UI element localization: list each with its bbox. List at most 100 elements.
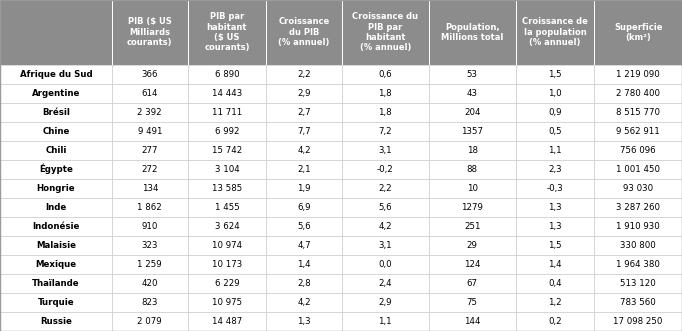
Bar: [516, 217, 594, 236]
Bar: [516, 274, 594, 293]
Text: 1,8: 1,8: [379, 89, 392, 98]
Bar: [594, 65, 682, 84]
Text: 1357: 1357: [461, 127, 483, 136]
Text: 4,2: 4,2: [379, 222, 392, 231]
Text: 251: 251: [464, 222, 480, 231]
Bar: [0, 179, 112, 198]
Text: Croissance du
PIB par
habitant
(% annuel): Croissance du PIB par habitant (% annuel…: [352, 12, 418, 52]
Bar: [516, 160, 594, 179]
Bar: [0, 122, 112, 141]
Bar: [516, 293, 594, 312]
Text: PIB ($ US
Milliards
courants): PIB ($ US Milliards courants): [127, 17, 173, 47]
Text: 0,6: 0,6: [379, 70, 392, 78]
Text: 2,7: 2,7: [297, 108, 311, 117]
Bar: [342, 0, 429, 65]
Text: 3,1: 3,1: [379, 241, 392, 250]
Bar: [0, 274, 112, 293]
Text: 1 910 930: 1 910 930: [617, 222, 660, 231]
Bar: [429, 103, 516, 122]
Text: 11 711: 11 711: [212, 108, 242, 117]
Bar: [594, 293, 682, 312]
Text: 1,1: 1,1: [379, 317, 392, 326]
Text: Chili: Chili: [45, 146, 67, 155]
Bar: [342, 179, 429, 198]
Text: 756 096: 756 096: [621, 146, 656, 155]
Bar: [266, 236, 342, 255]
Bar: [188, 84, 266, 103]
Bar: [594, 141, 682, 160]
Text: Inde: Inde: [46, 203, 67, 212]
Bar: [516, 255, 594, 274]
Text: 6 992: 6 992: [215, 127, 239, 136]
Bar: [516, 198, 594, 217]
Bar: [266, 198, 342, 217]
Bar: [429, 312, 516, 331]
Bar: [594, 103, 682, 122]
Bar: [516, 65, 594, 84]
Bar: [516, 122, 594, 141]
Text: 0,9: 0,9: [548, 108, 562, 117]
Bar: [266, 141, 342, 160]
Text: 10 173: 10 173: [212, 260, 242, 269]
Bar: [0, 141, 112, 160]
Text: Chine: Chine: [42, 127, 70, 136]
Bar: [516, 84, 594, 103]
Bar: [516, 103, 594, 122]
Bar: [342, 255, 429, 274]
Bar: [429, 122, 516, 141]
Text: 1 862: 1 862: [137, 203, 162, 212]
Bar: [266, 103, 342, 122]
Text: 7,2: 7,2: [379, 127, 392, 136]
Text: 4,2: 4,2: [297, 146, 311, 155]
Bar: [112, 274, 188, 293]
Bar: [429, 160, 516, 179]
Bar: [516, 141, 594, 160]
Text: 9 491: 9 491: [138, 127, 162, 136]
Text: 6 890: 6 890: [215, 70, 239, 78]
Bar: [516, 312, 594, 331]
Bar: [342, 84, 429, 103]
Bar: [594, 84, 682, 103]
Text: 2,8: 2,8: [297, 279, 311, 288]
Bar: [342, 274, 429, 293]
Text: 134: 134: [142, 184, 158, 193]
Bar: [594, 122, 682, 141]
Bar: [0, 65, 112, 84]
Bar: [342, 160, 429, 179]
Text: 2,4: 2,4: [379, 279, 392, 288]
Bar: [516, 236, 594, 255]
Text: 3 287 260: 3 287 260: [616, 203, 660, 212]
Text: 15 742: 15 742: [212, 146, 242, 155]
Text: 3,1: 3,1: [379, 146, 392, 155]
Text: 2,9: 2,9: [379, 298, 392, 307]
Text: 1,3: 1,3: [548, 203, 562, 212]
Bar: [188, 0, 266, 65]
Bar: [0, 0, 112, 65]
Text: 2,2: 2,2: [297, 70, 311, 78]
Bar: [188, 160, 266, 179]
Bar: [266, 0, 342, 65]
Text: 14 487: 14 487: [212, 317, 242, 326]
Text: 14 443: 14 443: [212, 89, 242, 98]
Text: 8 515 770: 8 515 770: [616, 108, 660, 117]
Bar: [188, 236, 266, 255]
Text: 420: 420: [142, 279, 158, 288]
Text: 366: 366: [142, 70, 158, 78]
Bar: [266, 255, 342, 274]
Bar: [0, 312, 112, 331]
Bar: [594, 274, 682, 293]
Bar: [429, 293, 516, 312]
Bar: [266, 293, 342, 312]
Text: 2,9: 2,9: [297, 89, 311, 98]
Bar: [112, 255, 188, 274]
Text: Hongrie: Hongrie: [37, 184, 75, 193]
Bar: [429, 0, 516, 65]
Bar: [112, 160, 188, 179]
Text: 4,7: 4,7: [297, 241, 311, 250]
Text: 0,0: 0,0: [379, 260, 392, 269]
Bar: [0, 255, 112, 274]
Text: 1,2: 1,2: [548, 298, 562, 307]
Text: 1279: 1279: [461, 203, 483, 212]
Bar: [112, 293, 188, 312]
Bar: [342, 122, 429, 141]
